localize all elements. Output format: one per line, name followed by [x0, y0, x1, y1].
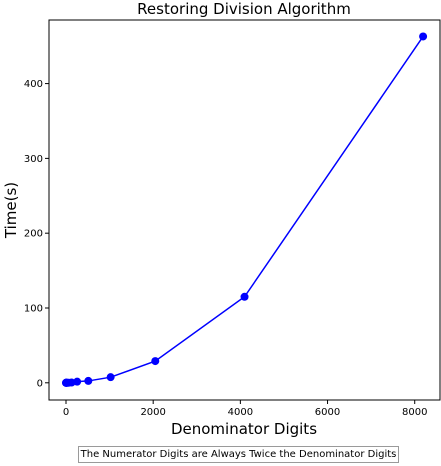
- data-point: [151, 357, 160, 366]
- x-axis-ticks: 0 2000 4000 6000 8000: [63, 400, 427, 418]
- footnote-box: The Numerator Digits are Always Twice th…: [78, 446, 399, 463]
- plot-area-frame: [48, 19, 441, 401]
- chart-title: Restoring Division Algorithm: [137, 0, 351, 18]
- x-tick-label: 4000: [228, 407, 253, 418]
- x-tick-label: 0: [63, 407, 69, 418]
- y-tick-label: 100: [24, 303, 43, 314]
- data-point: [106, 373, 115, 382]
- y-tick-label: 200: [24, 229, 43, 240]
- x-tick-label: 6000: [315, 407, 340, 418]
- data-point: [419, 32, 428, 41]
- y-axis-label: Time(s): [2, 182, 20, 239]
- data-point: [73, 377, 82, 386]
- data-point: [84, 376, 93, 385]
- y-tick-label: 0: [37, 378, 43, 389]
- x-tick-label: 2000: [140, 407, 165, 418]
- y-tick-label: 400: [24, 79, 43, 90]
- x-axis-label: Denominator Digits: [171, 420, 317, 438]
- series-layer: [62, 32, 428, 387]
- y-axis-ticks: 0 100 200 300 400: [24, 79, 49, 389]
- y-tick-label: 300: [24, 154, 43, 165]
- x-tick-label: 8000: [402, 407, 427, 418]
- data-point: [240, 292, 249, 301]
- series-line: [66, 36, 424, 384]
